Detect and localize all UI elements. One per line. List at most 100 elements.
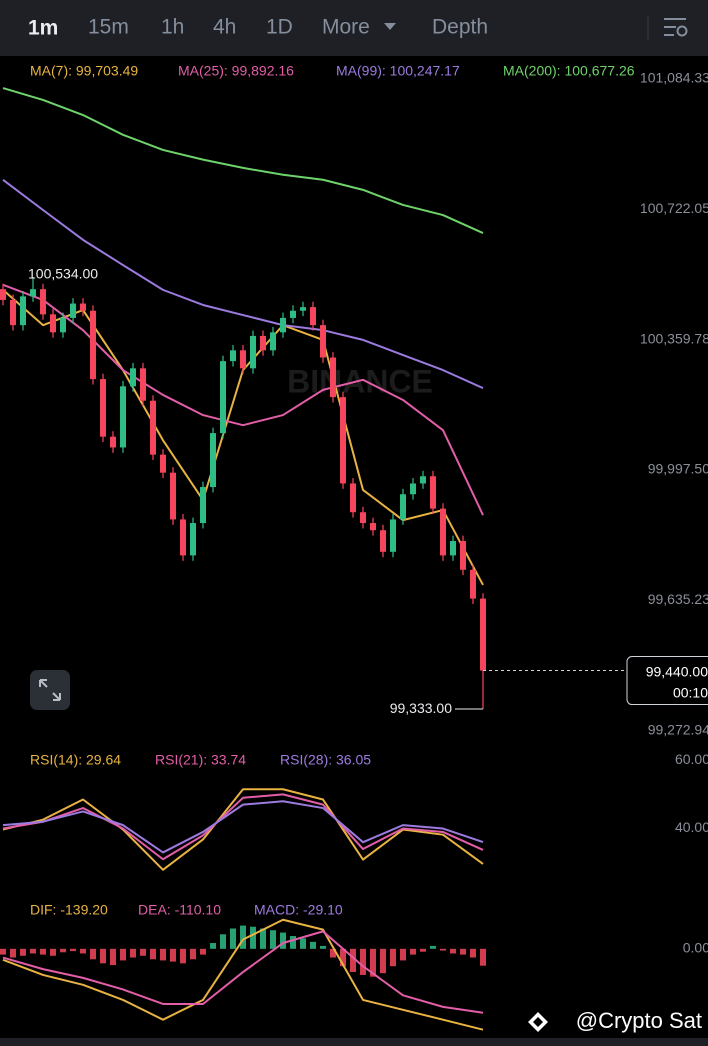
y-tick-label: 99,272.94 xyxy=(648,721,708,737)
histogram-bar xyxy=(280,932,286,949)
histogram-bar xyxy=(250,926,256,949)
histogram-bar xyxy=(190,948,196,960)
candle-body xyxy=(410,483,416,495)
settings-icon[interactable] xyxy=(664,18,688,37)
histogram-bar xyxy=(140,948,146,956)
candle-body xyxy=(230,350,236,362)
histogram-bar xyxy=(330,948,336,958)
indicator-line xyxy=(2,87,484,234)
legend-entry: MA(99): 100,247.17 xyxy=(336,63,460,79)
candle-body xyxy=(0,289,6,300)
y-tick-label: 99,997.50 xyxy=(648,461,708,477)
histogram-bar xyxy=(460,948,466,955)
histogram-bar xyxy=(110,948,116,966)
legend-entry: RSI(28): 36.05 xyxy=(280,752,371,768)
y-tick-label: 99,635.23 xyxy=(648,591,708,607)
candle-body xyxy=(330,357,336,398)
histogram-bar xyxy=(150,948,156,960)
tab[interactable]: 1D xyxy=(266,16,293,39)
candle-body xyxy=(250,335,256,369)
y-tick-label: 100,722.05 xyxy=(640,200,708,216)
credit: @Crypto Sat xyxy=(576,1008,702,1033)
candle-body xyxy=(300,307,306,311)
candle-body xyxy=(260,335,266,351)
candle-body xyxy=(310,307,316,326)
candle-body xyxy=(470,569,476,599)
histogram-bar xyxy=(380,948,386,974)
histogram-bar xyxy=(50,948,56,956)
histogram-bar xyxy=(10,948,16,958)
candle-body xyxy=(320,325,326,358)
histogram-bar xyxy=(340,948,346,967)
indicator-line xyxy=(2,793,484,861)
candle-body xyxy=(120,386,126,448)
histogram-bar xyxy=(20,948,26,956)
histogram-bar xyxy=(370,948,376,977)
candle-body xyxy=(80,303,86,311)
indicator-line xyxy=(2,930,484,1014)
histogram-bar xyxy=(290,936,296,949)
candle-body xyxy=(180,519,186,556)
tab[interactable]: 15m xyxy=(88,16,129,39)
candle-body xyxy=(350,483,356,513)
legend-entry: DIF: -139.20 xyxy=(30,902,108,918)
candle-body xyxy=(110,436,116,448)
candle-body xyxy=(280,317,286,333)
indicator-line xyxy=(2,800,484,854)
y-tick-label: 100,359.78 xyxy=(640,330,708,346)
candle-body xyxy=(50,314,56,333)
candle-body xyxy=(210,433,216,488)
candle-body xyxy=(20,296,26,326)
countdown: 00:10 xyxy=(673,684,708,700)
histogram-bar xyxy=(130,948,136,958)
tab[interactable]: More xyxy=(322,16,370,39)
expand-button[interactable] xyxy=(30,670,70,710)
candle-body xyxy=(240,350,246,369)
histogram-bar xyxy=(180,948,186,964)
y-tick-label: 60.00 xyxy=(675,751,708,767)
tab[interactable]: Depth xyxy=(432,16,488,39)
histogram-bar xyxy=(70,948,76,952)
candle-body xyxy=(400,494,406,520)
legend-entry: MA(7): 99,703.49 xyxy=(30,63,138,79)
candle-body xyxy=(420,476,426,484)
candle-body xyxy=(360,512,366,524)
candle-body xyxy=(370,523,376,531)
histogram-bar xyxy=(100,948,106,964)
indicator-line xyxy=(2,178,484,390)
y-tick-label: 0.00 xyxy=(683,940,708,956)
histogram-bar xyxy=(470,948,476,958)
histogram-bar xyxy=(320,945,326,949)
candle-body xyxy=(130,368,136,387)
histogram-bar xyxy=(410,948,416,955)
histogram-bar xyxy=(260,928,266,949)
candle-body xyxy=(340,397,346,484)
histogram-bar xyxy=(400,948,406,961)
candle-body xyxy=(10,299,16,326)
histogram-bar xyxy=(240,925,246,949)
tab[interactable]: 1m xyxy=(28,17,58,40)
y-tick-label: 40.00 xyxy=(675,819,708,835)
legend-entry: MACD: -29.10 xyxy=(254,902,343,918)
dropdown-arrow xyxy=(384,23,396,30)
candle-body xyxy=(460,541,466,570)
legend-entry: MA(25): 99,892.16 xyxy=(178,63,294,79)
candle-body xyxy=(150,400,156,455)
tab[interactable]: 1h xyxy=(161,16,184,39)
histogram-bar xyxy=(170,948,176,962)
tab[interactable]: 4h xyxy=(213,16,236,39)
toolbar xyxy=(0,0,708,56)
candle-body xyxy=(70,303,76,318)
histogram-bar xyxy=(210,943,216,949)
candle-body xyxy=(480,598,486,671)
histogram-bar xyxy=(80,948,86,954)
histogram-bar xyxy=(40,948,46,955)
candle-body xyxy=(450,541,456,556)
legend-entry: DEA: -110.10 xyxy=(138,902,221,918)
last-price-box xyxy=(626,656,708,706)
histogram-bar xyxy=(160,948,166,961)
legend-entry: RSI(21): 33.74 xyxy=(155,752,246,768)
histogram-bar xyxy=(30,948,36,954)
candle-body xyxy=(380,530,386,552)
